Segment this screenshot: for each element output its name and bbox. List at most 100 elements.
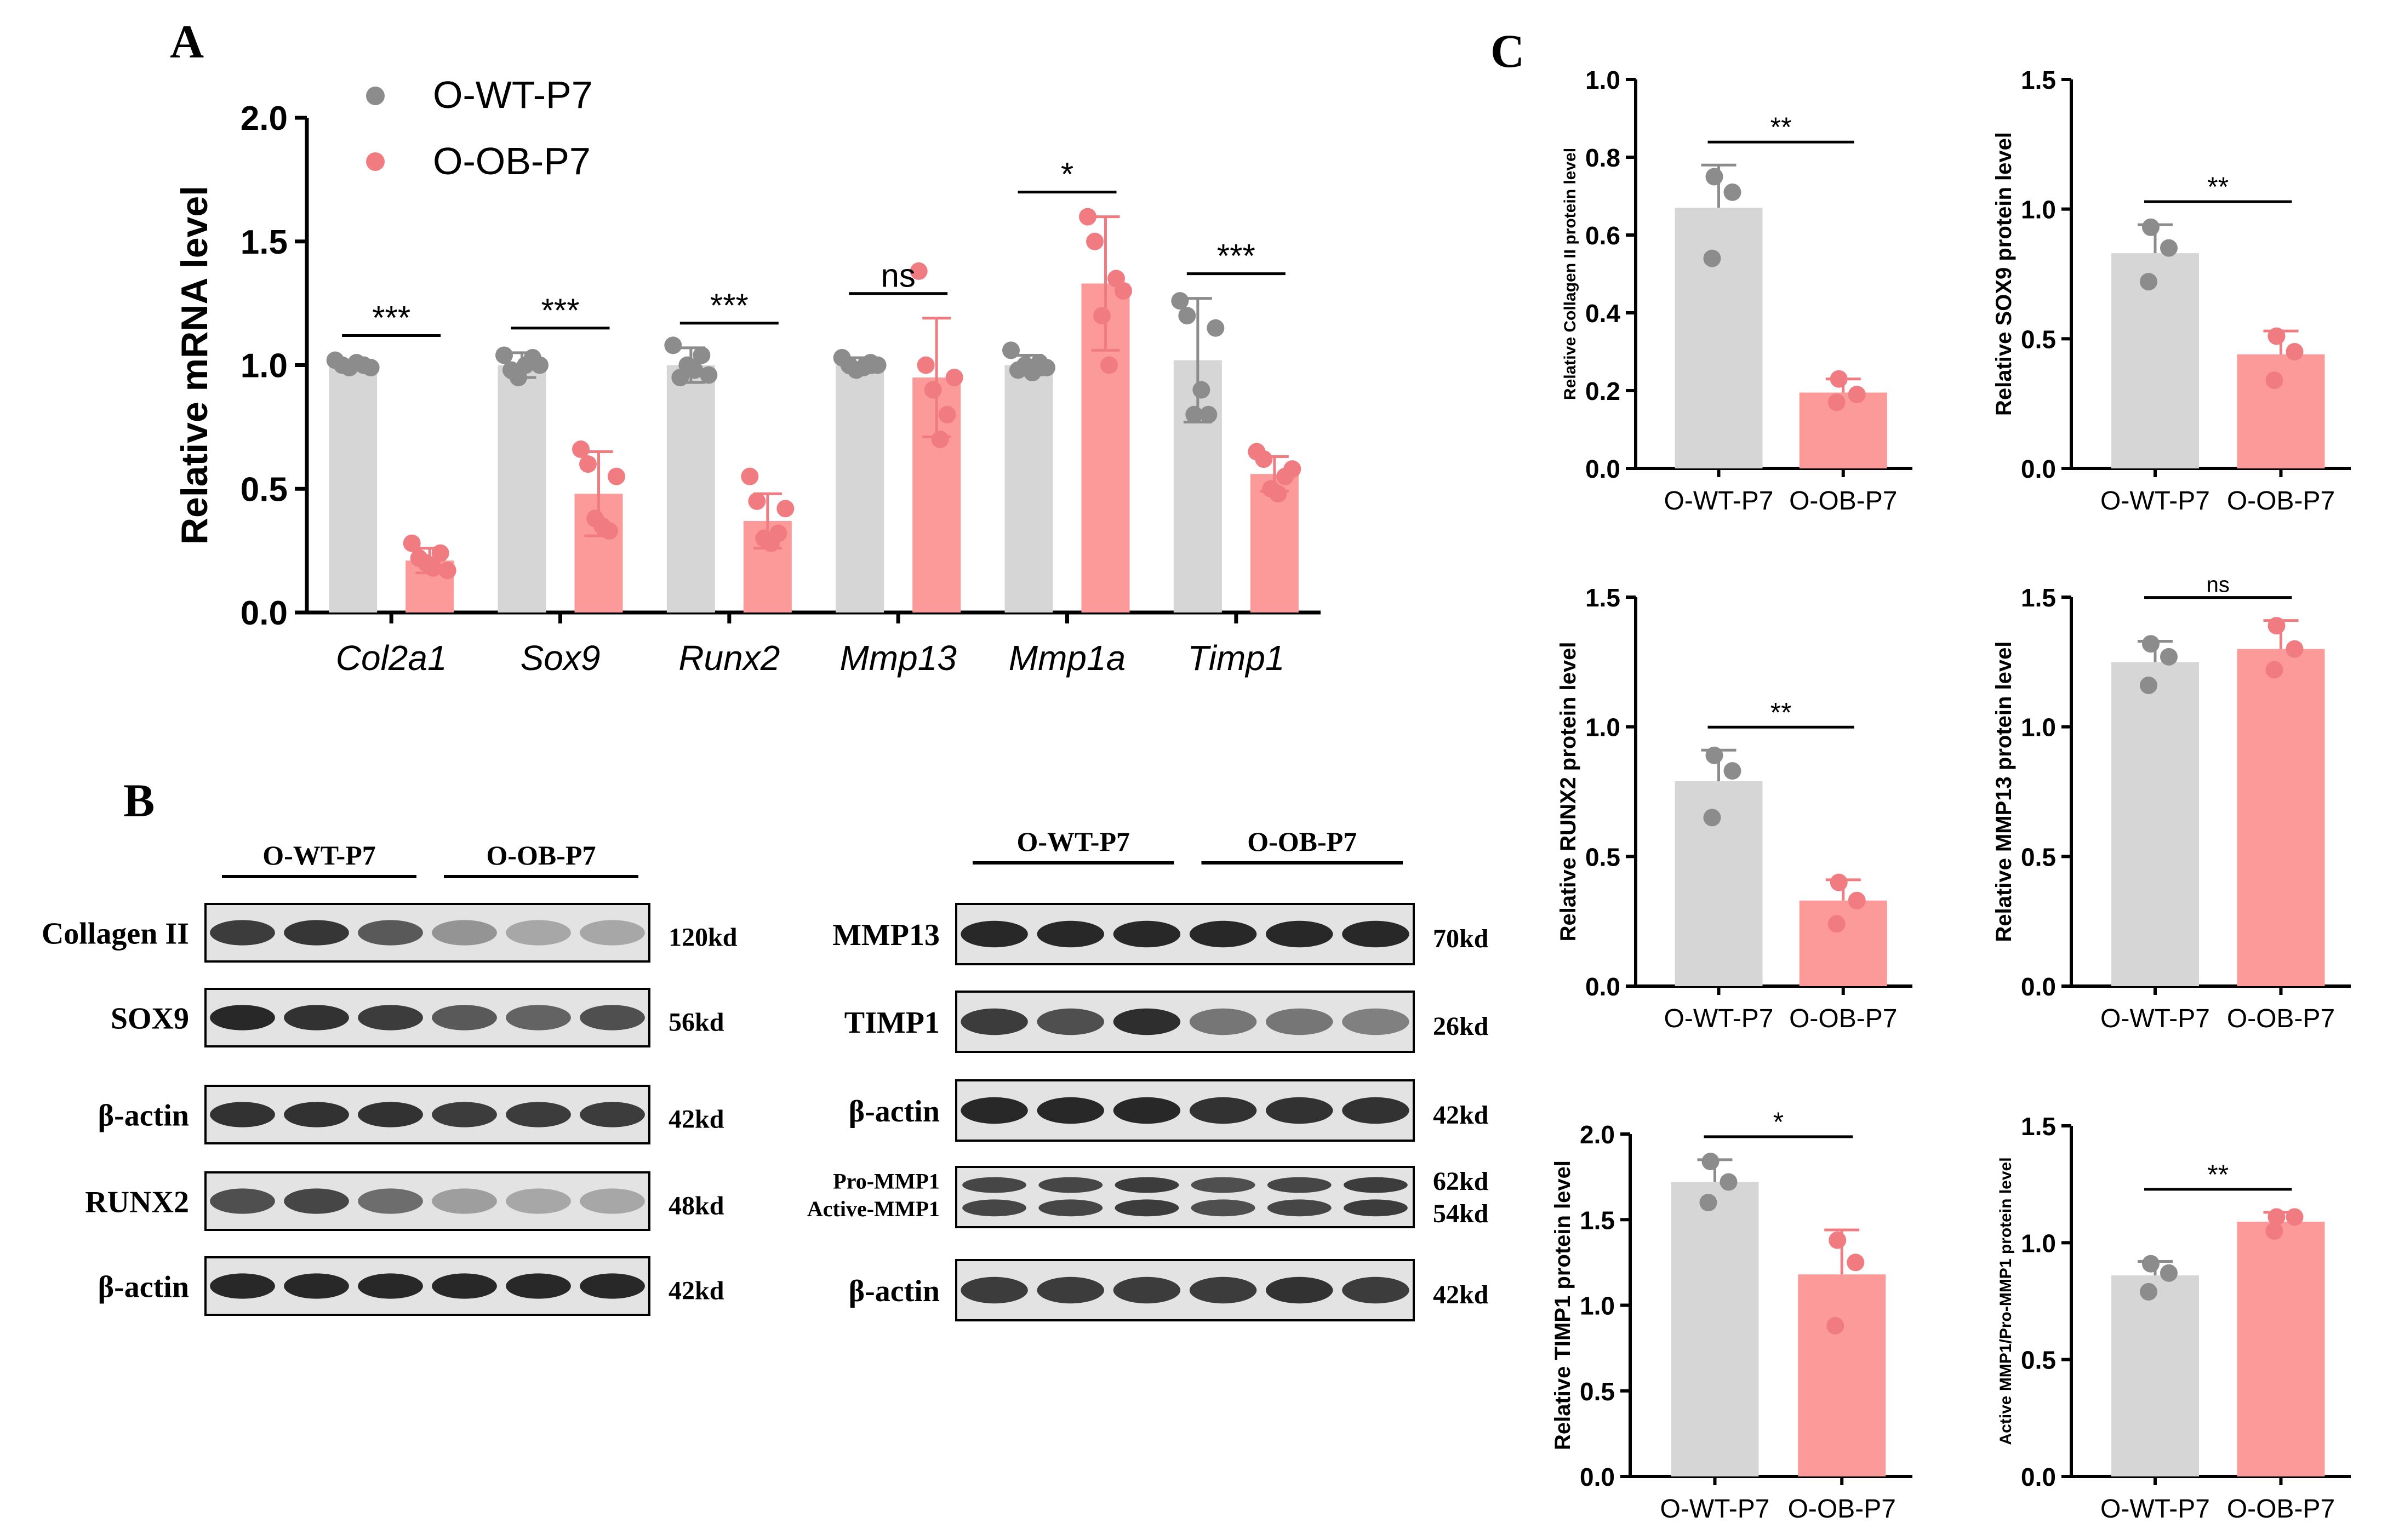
blot-band: [1342, 1276, 1409, 1304]
bar-wt-Mmp13: [836, 365, 884, 612]
blot-band: [284, 1188, 349, 1214]
blot-band: [432, 1005, 497, 1031]
blot-band: [1189, 1008, 1257, 1035]
western-blot-right: O-WT-P7 O-OB-P7 MMP13 70kd TIMP1 26kd β-actin 4…: [807, 826, 1489, 1321]
chart-panel-a: 0.0 0.5 1.0 1.5 2.0 Relative mRNA level Col2a1…: [174, 73, 1321, 678]
blot-strip: [955, 1259, 1415, 1321]
bar-O-WT-P7: [1675, 208, 1763, 468]
data-point: [1720, 1173, 1738, 1191]
y-tick-label: 0.0: [2021, 1463, 2056, 1491]
bar-wt-Runx2: [666, 365, 715, 612]
data-point: [1705, 746, 1723, 764]
x-tick-label: Runx2: [678, 638, 780, 678]
blot-band: [506, 1005, 571, 1031]
y-tick-label: 1.0: [1585, 713, 1620, 742]
blot-band: [358, 1188, 423, 1214]
blot-group-label: O-WT-P7: [1017, 826, 1130, 857]
data-point: [1699, 1194, 1717, 1211]
blot-band: [1037, 1008, 1104, 1035]
data-point: [1086, 232, 1104, 250]
data-point: [2286, 1208, 2304, 1226]
chart-C4: 0.0 0.5 1.0 1.5 Relative MMP13 protein level…: [1992, 573, 2351, 1033]
blot-strip: [204, 1171, 650, 1231]
blot-strip: [204, 903, 650, 963]
blot-band: [284, 920, 349, 946]
blot-kd-label: 42kd: [669, 1105, 724, 1134]
blot-band: [961, 1276, 1028, 1304]
y-tick-label: 0.5: [1585, 843, 1620, 871]
blot-band: [1113, 1097, 1181, 1124]
data-point: [1093, 307, 1111, 325]
x-tick-label: Timp1: [1187, 638, 1284, 678]
data-point: [2140, 273, 2157, 291]
data-point: [2286, 343, 2304, 360]
data-point: [938, 405, 956, 423]
data-point: [1079, 208, 1096, 226]
significance-label: **: [1770, 112, 1792, 142]
y-axis-label: Relative TIMP1 protein level: [1551, 1160, 1575, 1450]
data-point: [362, 359, 380, 377]
data-point: [1002, 341, 1020, 359]
blot-band: [1267, 1177, 1332, 1193]
data-point: [700, 366, 718, 384]
blot-kd-label: 48kd: [669, 1192, 724, 1221]
y-tick-label: 1.5: [2021, 1112, 2056, 1141]
blot-band: [1189, 1097, 1257, 1124]
x-tick-label: O-WT-P7: [2100, 486, 2210, 516]
data-point: [1269, 485, 1287, 503]
data-point: [869, 356, 887, 374]
blot-kd-label: 54kd: [1433, 1199, 1489, 1228]
blot-row-label: β-actin: [98, 1099, 189, 1133]
data-point: [2142, 218, 2160, 236]
chart-C2: 0.0 0.5 1.0 1.5 Relative SOX9 protein level O…: [1992, 66, 2351, 516]
data-point: [1185, 405, 1203, 423]
blot-band: [580, 1188, 645, 1214]
y-tick-label: 2.0: [1580, 1120, 1615, 1149]
y-tick-label: 0.0: [2021, 455, 2056, 483]
data-point: [579, 455, 597, 473]
y-tick-label: 1.5: [241, 224, 288, 261]
blot-band: [1343, 1177, 1408, 1193]
blot-kd-label: 62kd: [1433, 1167, 1489, 1196]
chart-panel-c: 0.0 0.2 0.4 0.6 0.8 1.0 Relative Collagen II p…: [1551, 66, 2351, 1524]
blot-band: [506, 1102, 571, 1127]
significance-label: ns: [2207, 573, 2230, 597]
data-point: [1830, 873, 1848, 891]
blot-row-label: MMP13: [832, 918, 940, 952]
y-axis-label: Relative mRNA level: [174, 186, 215, 545]
blot-band: [580, 1273, 645, 1299]
blot-kd-label: 56kd: [669, 1008, 724, 1037]
significance-label: *: [1061, 156, 1073, 193]
blot-band: [1191, 1177, 1255, 1193]
bar-O-OB-P7: [1799, 900, 1887, 986]
blot-band: [1037, 1097, 1104, 1124]
y-axis-label: Relative MMP13 protein level: [1992, 641, 2016, 942]
blot-band: [1115, 1177, 1179, 1193]
bar-O-OB-P7: [2237, 1221, 2325, 1476]
data-point: [1723, 183, 1741, 201]
data-point: [2160, 1264, 2178, 1282]
chart-C1: 0.0 0.2 0.4 0.6 0.8 1.0 Relative Collagen II p…: [1561, 66, 1912, 516]
y-axis-label: Relative Collagen II protein level: [1561, 148, 1579, 400]
blot-band: [432, 1102, 497, 1127]
blot-band: [506, 1188, 571, 1214]
y-tick-label: 0.0: [1585, 455, 1620, 483]
data-point: [2267, 617, 2286, 635]
x-tick-label: O-OB-P7: [2227, 1004, 2335, 1033]
data-point: [572, 440, 590, 459]
blot-band: [506, 920, 571, 946]
y-tick-label: 0.5: [241, 471, 288, 508]
data-point: [1283, 460, 1301, 478]
blot-band: [1266, 920, 1333, 948]
data-point: [693, 346, 711, 364]
data-point: [2142, 1255, 2160, 1273]
y-tick-label: 1.0: [2021, 196, 2056, 224]
data-point: [931, 430, 949, 448]
panel-label-b: B: [123, 774, 155, 827]
y-tick-label: 0.5: [2021, 843, 2056, 871]
panel-label-a: A: [170, 15, 204, 68]
significance-label: ***: [372, 299, 410, 336]
blot-band: [1189, 1276, 1257, 1304]
